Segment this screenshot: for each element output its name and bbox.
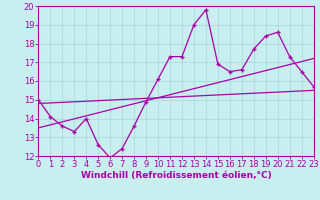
X-axis label: Windchill (Refroidissement éolien,°C): Windchill (Refroidissement éolien,°C) xyxy=(81,171,271,180)
